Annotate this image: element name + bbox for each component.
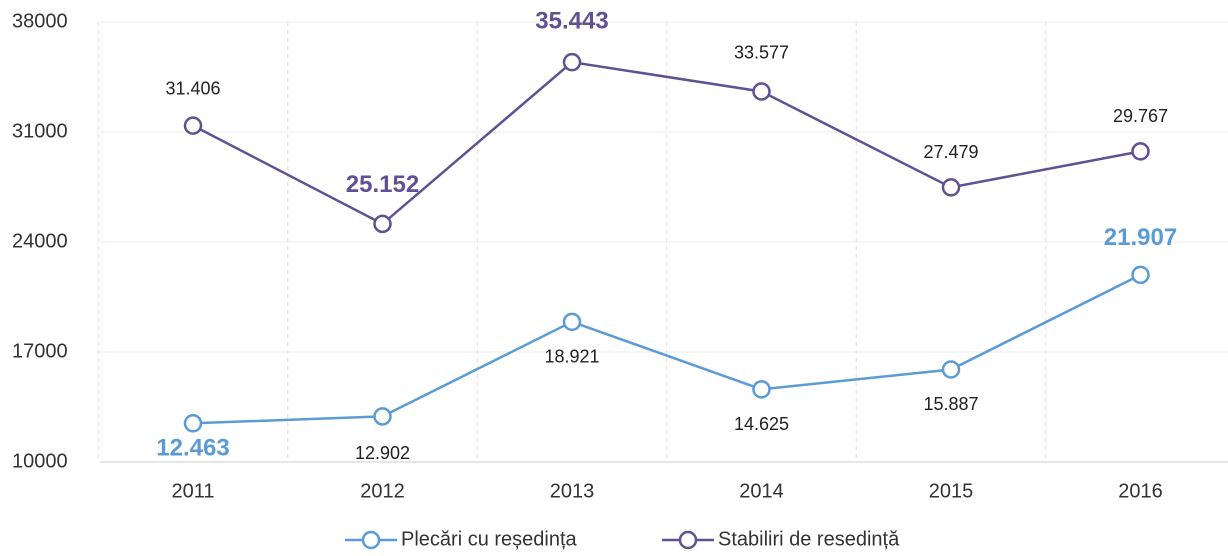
point-marker bbox=[941, 178, 961, 197]
legend-label: Plecări cu reședința bbox=[401, 528, 578, 550]
x-tick-label: 2016 bbox=[1118, 480, 1163, 502]
point-marker bbox=[752, 380, 771, 399]
value-label: 18.921 bbox=[544, 347, 599, 367]
point-marker bbox=[373, 407, 392, 426]
point-marker bbox=[183, 414, 203, 433]
y-tick-label: 17000 bbox=[12, 340, 68, 362]
point-marker bbox=[562, 52, 582, 72]
value-label: 21.907 bbox=[1104, 224, 1177, 251]
point-marker bbox=[1131, 142, 1150, 161]
value-label: 27.479 bbox=[923, 142, 978, 162]
y-tick-label: 10000 bbox=[12, 450, 68, 472]
value-label: 15.887 bbox=[923, 394, 978, 414]
point-marker bbox=[752, 82, 771, 101]
point-marker bbox=[183, 116, 203, 135]
y-tick-label: 38000 bbox=[12, 10, 68, 32]
value-label: 35.443 bbox=[535, 8, 608, 35]
value-label: 25.152 bbox=[346, 171, 419, 198]
x-tick-label: 2011 bbox=[171, 480, 214, 502]
value-label: 29.767 bbox=[1113, 106, 1168, 126]
value-label: 12.902 bbox=[355, 443, 410, 463]
legend-marker bbox=[361, 530, 381, 550]
value-label: 33.577 bbox=[734, 42, 789, 62]
y-tick-label: 31000 bbox=[12, 120, 68, 142]
point-marker bbox=[1131, 265, 1150, 285]
value-label: 14.625 bbox=[734, 414, 789, 434]
point-marker bbox=[941, 360, 961, 379]
value-label: 12.463 bbox=[156, 435, 229, 462]
point-marker bbox=[373, 214, 392, 234]
x-tick-label: 2013 bbox=[550, 480, 595, 502]
x-tick-label: 2014 bbox=[739, 480, 784, 502]
legend-label: Stabiliri de resedință bbox=[718, 528, 900, 550]
series-line bbox=[192, 273, 1142, 425]
y-tick-label: 24000 bbox=[12, 230, 68, 252]
value-label: 31.406 bbox=[165, 78, 220, 98]
x-tick-label: 2012 bbox=[360, 480, 405, 502]
x-tick-label: 2015 bbox=[929, 480, 974, 502]
point-marker bbox=[562, 312, 582, 332]
legend-marker bbox=[678, 530, 698, 550]
series-line bbox=[192, 60, 1141, 226]
